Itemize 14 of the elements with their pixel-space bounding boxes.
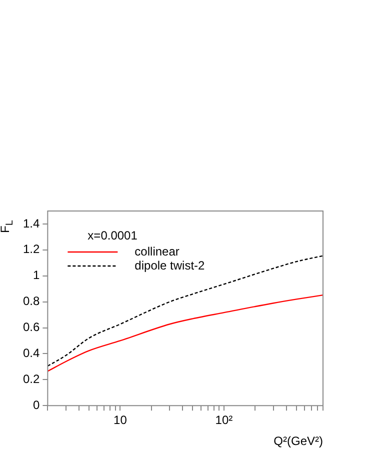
y-tick-label: 0.2 <box>22 372 40 386</box>
y-tick-label: 0 <box>32 398 40 412</box>
legend-label: dipole twist-2 <box>134 258 206 272</box>
y-tick-label: 1.2 <box>22 242 40 256</box>
x-tick-label: 10² <box>215 413 233 428</box>
y-tick-label: 0.6 <box>22 320 40 334</box>
x-tick-label: 10 <box>114 413 128 428</box>
x-axis-title: Q²(GeV²) <box>274 434 323 448</box>
y-tick-label: 1.4 <box>22 216 40 230</box>
legend-label: collinear <box>134 244 180 258</box>
y-tick-label: 0.8 <box>22 294 40 308</box>
y-tick-label: 0.4 <box>22 346 40 360</box>
legend-title: x=0.0001 <box>88 228 138 242</box>
y-tick-label: 1 <box>32 268 40 282</box>
